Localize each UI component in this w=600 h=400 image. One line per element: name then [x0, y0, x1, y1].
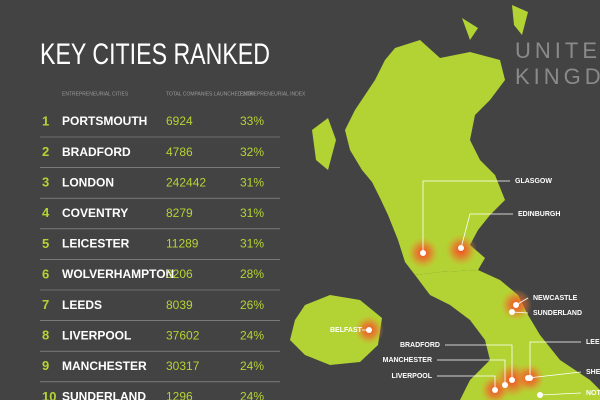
companies: 8279	[166, 206, 193, 220]
companies: 30317	[166, 359, 200, 373]
rank: 7	[42, 297, 49, 312]
map	[290, 5, 600, 400]
index: 26%	[240, 298, 264, 312]
city-dot	[492, 387, 498, 393]
city: LEICESTER	[62, 237, 130, 251]
city: LIVERPOOL	[62, 328, 131, 342]
rank: 6	[42, 266, 49, 281]
leader-line	[460, 213, 513, 249]
column-header: TOTAL COMPANIES LAUNCHED 2020	[166, 91, 254, 97]
city-dot	[513, 302, 519, 308]
england	[415, 270, 600, 400]
companies: 4786	[166, 145, 193, 159]
index: 24%	[240, 359, 264, 373]
city: LONDON	[62, 175, 114, 189]
city: PORTSMOUTH	[62, 114, 147, 128]
city-dot	[525, 375, 531, 381]
city-dot	[537, 392, 543, 398]
city-dot	[420, 250, 426, 256]
rank: 10	[42, 389, 56, 400]
map-label: NEWCASTLE	[533, 295, 578, 302]
leader-line	[437, 375, 496, 390]
companies: 37602	[166, 328, 200, 342]
companies: 242442	[166, 175, 206, 189]
map-label: EDINBURGH	[518, 211, 560, 218]
city: WOLVERHAMPTON	[62, 267, 174, 281]
city: MANCHESTER	[62, 359, 147, 373]
rank: 5	[42, 236, 49, 251]
map-label: SHEFFIELD	[586, 369, 600, 376]
companies: 1296	[166, 390, 193, 400]
city-dot	[509, 309, 515, 315]
map-label: BELFAST	[330, 327, 363, 334]
map-label: GLASGOW	[515, 178, 552, 185]
rank: 1	[42, 113, 49, 128]
map-title: KINGDOM	[515, 64, 600, 89]
city-dot	[458, 245, 464, 251]
column-header: ENTREPRENEURIAL INDEX	[240, 91, 306, 97]
map-title: UNITED	[515, 38, 600, 63]
map-label: LEEDS	[586, 339, 600, 346]
index: 24%	[240, 390, 264, 400]
leader-line	[445, 344, 513, 380]
map-label: NOTTINGHAM	[586, 390, 600, 397]
index: 28%	[240, 267, 264, 281]
companies: 6924	[166, 114, 193, 128]
index: 31%	[240, 175, 264, 189]
index: 33%	[240, 114, 264, 128]
column-header: ENTREPRENEURIAL CITIES	[62, 91, 129, 97]
companies: 3206	[166, 267, 193, 281]
content: KEY CITIES RANKED ENTREPRENEURIAL CITIES T…	[40, 38, 600, 400]
city: BRADFORD	[62, 145, 131, 159]
map-label: SUNDERLAND	[533, 310, 582, 317]
leader-line	[422, 180, 510, 253]
index: 31%	[240, 237, 264, 251]
index: 31%	[240, 206, 264, 220]
map-label: MANCHESTER	[383, 357, 432, 364]
leader-line	[539, 392, 582, 396]
scotland	[345, 40, 505, 275]
index: 32%	[240, 145, 264, 159]
map-label: LIVERPOOL	[392, 373, 433, 380]
city: LEEDS	[62, 298, 102, 312]
map-label: BRADFORD	[400, 342, 440, 349]
rank: 8	[42, 328, 49, 343]
northern-ireland	[290, 295, 382, 365]
companies: 8039	[166, 298, 193, 312]
city-dot	[502, 382, 508, 388]
title: KEY CITIES RANKED	[40, 38, 270, 71]
rank: 2	[42, 144, 49, 159]
rank: 3	[42, 175, 49, 190]
rank: 9	[42, 358, 49, 373]
city-dot	[509, 377, 515, 383]
index: 24%	[240, 328, 264, 342]
city: COVENTRY	[62, 206, 128, 220]
leader-line	[529, 341, 581, 378]
leader-line	[437, 359, 506, 385]
companies: 11289	[166, 237, 199, 251]
city: SUNDERLAND	[62, 390, 146, 400]
city-dot	[366, 327, 372, 333]
rank: 4	[42, 205, 50, 220]
leader-line	[527, 371, 582, 379]
